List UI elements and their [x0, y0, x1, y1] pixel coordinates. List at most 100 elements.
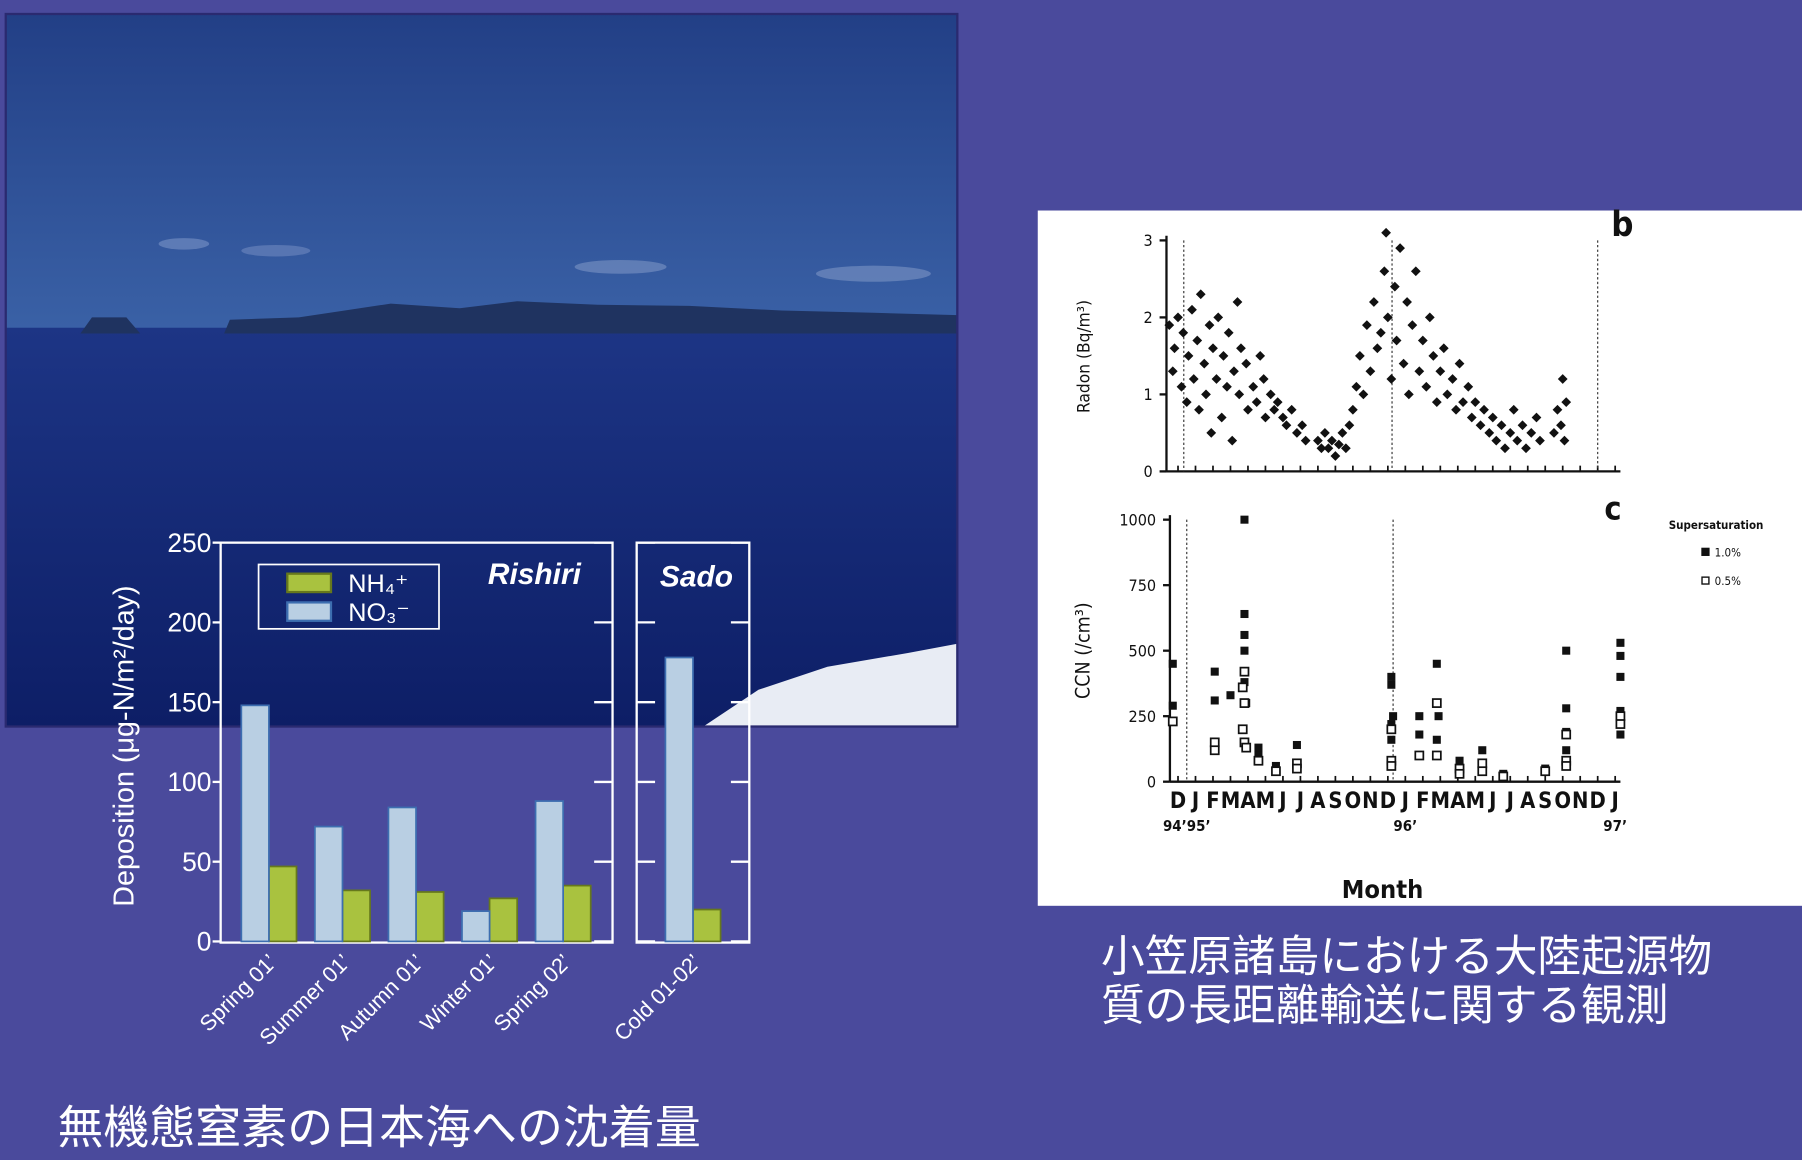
y-tick-label: 0	[1147, 772, 1156, 791]
bar	[342, 890, 370, 941]
point	[1562, 731, 1570, 739]
point	[1456, 770, 1464, 778]
x-tick-label: F	[1206, 789, 1219, 814]
x-tick-label: F	[1416, 789, 1429, 814]
x-tick-label: J	[1505, 789, 1514, 814]
point	[1272, 767, 1280, 775]
point	[1616, 652, 1624, 660]
y-tick-label: 750	[1129, 576, 1157, 595]
photo	[6, 14, 958, 727]
bar	[315, 827, 343, 942]
x-tick-label: A	[1310, 789, 1326, 814]
x-tick-label: S	[1538, 789, 1552, 814]
legend-swatch	[287, 574, 331, 592]
point	[1239, 725, 1247, 733]
point	[1211, 746, 1219, 754]
y-tick-label: 3	[1143, 231, 1152, 250]
point	[1387, 681, 1395, 689]
x-tick-label: J	[1610, 789, 1619, 814]
point	[1169, 717, 1177, 725]
point	[1293, 765, 1301, 773]
point	[1616, 720, 1624, 728]
y-axis-label: Radon (Bq/m³)	[1074, 300, 1094, 413]
point	[1389, 712, 1397, 720]
x-tick-label: O	[1345, 789, 1362, 814]
x-tick-label: J	[1277, 789, 1286, 814]
year-label: 97’	[1603, 817, 1627, 835]
y-tick-label: 500	[1129, 641, 1157, 660]
caption: 質の長距離輸送に関する観測	[1101, 982, 1669, 1031]
scanned-figure: b c Radon (Bq/m³) CCN (/cm³) Month Super…	[1038, 205, 1802, 906]
point	[1211, 668, 1219, 676]
legend-label: 1.0%	[1715, 545, 1741, 559]
panel-title: b	[1611, 205, 1633, 245]
y-tick-label: 200	[167, 608, 211, 638]
x-tick-label: S	[1328, 789, 1342, 814]
y-tick-label: 1	[1143, 385, 1152, 404]
point	[1456, 757, 1464, 765]
legend-label: NO₃⁻	[348, 599, 410, 627]
x-tick-label: D	[1590, 789, 1606, 814]
y-tick-label: 250	[167, 528, 211, 558]
y-tick-label: 2	[1143, 308, 1152, 327]
x-tick-label: A	[1240, 789, 1256, 814]
bar	[693, 910, 721, 942]
point	[1239, 683, 1247, 691]
point	[1433, 660, 1441, 668]
x-tick-label: A	[1520, 789, 1536, 814]
x-tick-label: M	[1431, 789, 1451, 814]
point	[1254, 744, 1262, 752]
bar	[269, 866, 297, 941]
panel-title: Sado	[660, 560, 733, 593]
point	[1499, 772, 1507, 780]
point	[1616, 712, 1624, 720]
point	[1415, 731, 1423, 739]
point	[1562, 647, 1570, 655]
x-tick-label: N	[1362, 789, 1378, 814]
legend-label: NH₄⁺	[348, 570, 408, 598]
x-tick-label: J	[1487, 789, 1496, 814]
panel-title: c	[1604, 490, 1621, 528]
slide: Rishiri Sado Deposition (μg-N/m²/day) 無機…	[0, 0, 1802, 1160]
point	[1415, 751, 1423, 759]
bar	[563, 886, 591, 942]
point	[1169, 702, 1177, 710]
panel-title: Rishiri	[488, 558, 582, 591]
x-tick-label: Cold 01-02’	[609, 949, 706, 1046]
x-tick-label: O	[1554, 789, 1571, 814]
legend-swatch	[1702, 548, 1709, 555]
y-tick-label: 0	[197, 927, 212, 957]
x-tick-label: J	[1400, 789, 1409, 814]
bar	[665, 657, 693, 941]
x-tick-label: N	[1572, 789, 1588, 814]
point	[1433, 751, 1441, 759]
point	[1387, 725, 1395, 733]
point	[1387, 673, 1395, 681]
point	[1478, 746, 1486, 754]
y-tick-label: 250	[1129, 707, 1157, 726]
bar	[462, 911, 490, 941]
bar	[536, 801, 564, 941]
point	[1616, 731, 1624, 739]
y-tick-label: 1000	[1119, 510, 1156, 529]
point	[1169, 660, 1177, 668]
point	[1293, 741, 1301, 749]
x-tick-label: M	[1466, 789, 1486, 814]
y-axis-label: Deposition (μg-N/m²/day)	[108, 585, 140, 906]
point	[1562, 746, 1570, 754]
y-axis-label: CCN (/cm³)	[1071, 602, 1094, 699]
bar	[490, 898, 518, 941]
x-tick-label: M	[1256, 789, 1276, 814]
point	[1226, 691, 1234, 699]
point	[1541, 767, 1549, 775]
point	[1240, 668, 1248, 676]
y-tick-label: 150	[167, 687, 211, 717]
y-tick-label: 0	[1143, 462, 1152, 481]
point	[1387, 762, 1395, 770]
x-tick-label: A	[1450, 789, 1466, 814]
point	[1478, 767, 1486, 775]
year-label: 96’	[1393, 817, 1417, 835]
legend-swatch	[1702, 577, 1709, 584]
x-axis-label: Month	[1342, 875, 1423, 904]
x-tick-label: J	[1190, 789, 1199, 814]
